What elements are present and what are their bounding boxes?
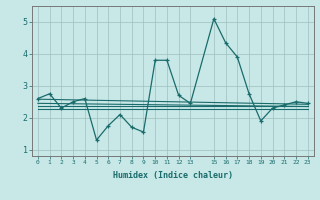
X-axis label: Humidex (Indice chaleur): Humidex (Indice chaleur) — [113, 171, 233, 180]
